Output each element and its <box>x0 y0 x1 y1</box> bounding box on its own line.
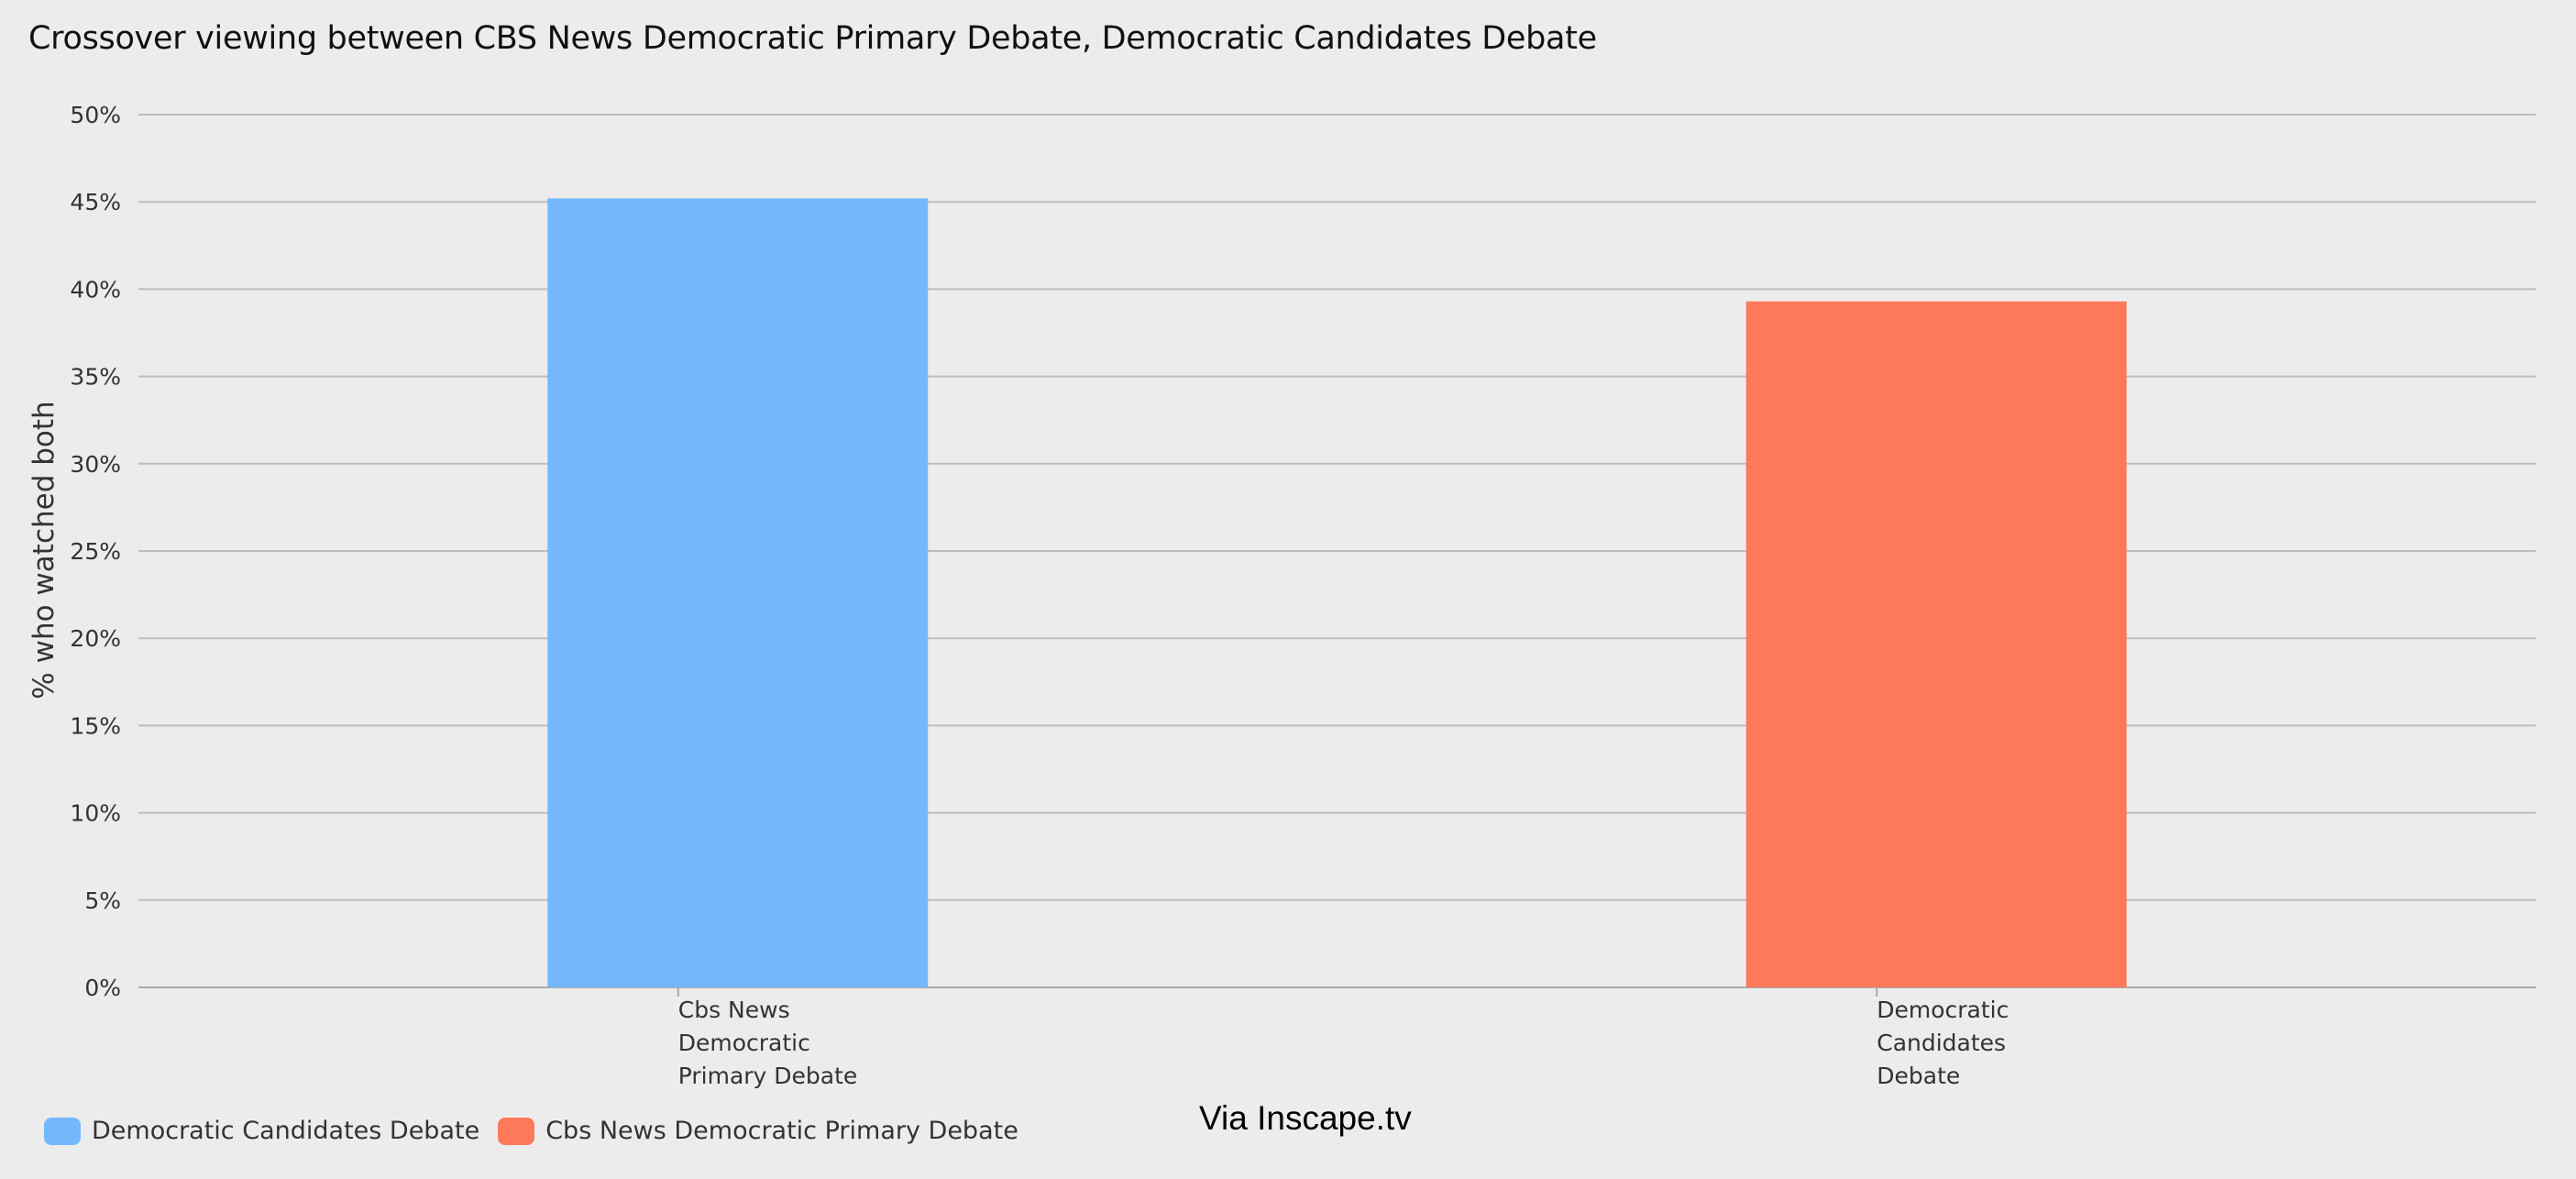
x-tick-label: Democratic <box>678 1030 810 1056</box>
legend-swatch <box>44 1117 81 1145</box>
x-tick-label: Debate <box>1877 1063 1960 1089</box>
y-tick-label: 40% <box>70 276 121 303</box>
legend-label: Democratic Candidates Debate <box>92 1117 480 1145</box>
source-credit: Via Inscape.tv <box>1199 1099 1412 1137</box>
y-tick-label: 20% <box>70 625 121 652</box>
y-tick-label: 0% <box>84 975 121 1001</box>
y-axis-ticks: 0% 5% 10% 15% 20% 25% 30% 35% 40% 45% 50% <box>70 102 121 1001</box>
legend-swatch <box>498 1117 535 1145</box>
bars <box>547 198 2127 988</box>
y-tick-label: 25% <box>70 538 121 565</box>
y-tick-label: 30% <box>70 451 121 478</box>
legend-label: Cbs News Democratic Primary Debate <box>545 1117 1018 1145</box>
legend: Democratic Candidates Debate Cbs News De… <box>44 1117 1037 1145</box>
x-tick-label: Primary Debate <box>678 1063 858 1089</box>
y-tick-label: 10% <box>70 800 121 827</box>
y-axis-label: % who watched both <box>28 401 61 699</box>
y-tick-label: 5% <box>84 887 121 914</box>
y-tick-label: 50% <box>70 102 121 128</box>
legend-item-democratic-candidates-debate[interactable]: Democratic Candidates Debate <box>44 1117 479 1145</box>
chart-title: Crossover viewing between CBS News Democ… <box>28 20 1597 57</box>
x-tick-label: Democratic <box>1877 997 2009 1023</box>
gridlines <box>138 114 2536 988</box>
bar[interactable] <box>547 198 929 988</box>
bar[interactable] <box>1745 301 2127 987</box>
legend-item-cbs-news-democratic-primary-debate[interactable]: Cbs News Democratic Primary Debate <box>498 1117 1018 1145</box>
x-tick-label: Candidates <box>1877 1030 2006 1056</box>
y-tick-label: 35% <box>70 364 121 391</box>
x-tick-label: Cbs News <box>678 997 790 1023</box>
x-axis-labels: Cbs News Democratic Primary Debate Democrat… <box>677 987 2009 1089</box>
y-tick-label: 15% <box>70 712 121 739</box>
y-tick-label: 45% <box>70 189 121 215</box>
